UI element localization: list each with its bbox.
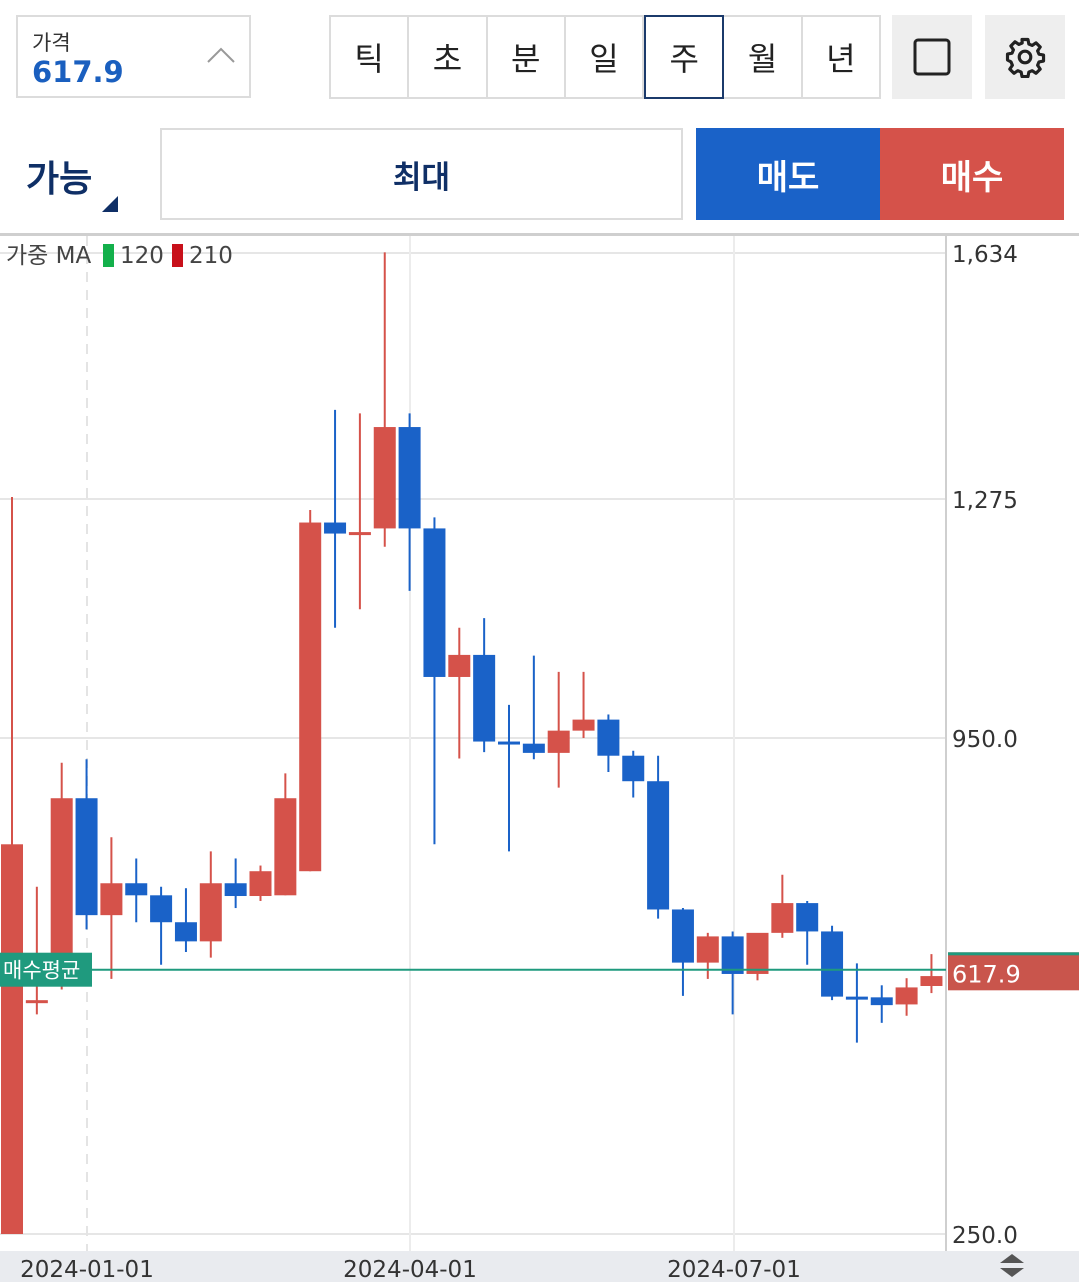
x-tick-label: 2024-04-01: [343, 1257, 477, 1282]
y-axis: 1,634 1,275 950.0 250.0: [952, 242, 1018, 1249]
price-value[interactable]: 617.9: [32, 55, 124, 89]
caret-down-right-icon: [102, 196, 118, 212]
period-minute[interactable]: 분: [488, 17, 566, 97]
candle-body: [174, 922, 197, 942]
indicator-legend: 가중 MA 120 210: [6, 243, 233, 269]
candle-body: [547, 730, 570, 753]
candle-series: [1, 252, 943, 1234]
candle-body: [75, 798, 98, 916]
period-second[interactable]: 초: [409, 17, 488, 97]
candle-body: [572, 719, 595, 731]
period-day[interactable]: 일: [566, 17, 645, 97]
current-price-tag-bg: [948, 952, 1079, 991]
candle-body: [423, 528, 446, 677]
candle-body: [373, 427, 396, 529]
period-year[interactable]: 년: [826, 40, 856, 78]
x-axis: 2024-01-01 2024-04-01 2024-07-01: [20, 1257, 801, 1282]
period-selector: 틱 초 분 일 주 월 년: [329, 15, 881, 99]
x-axis-band: [0, 1251, 1079, 1282]
candle-body: [199, 883, 222, 942]
available-dropdown[interactable]: 가능: [26, 159, 93, 200]
candle-body: [870, 997, 893, 1006]
price-label: 가격: [32, 31, 71, 55]
candle-body: [100, 883, 123, 916]
current-price-label: 617.9: [952, 960, 1021, 988]
candle-body: [522, 743, 545, 753]
candle-body: [821, 931, 844, 997]
settings-button[interactable]: [985, 15, 1065, 99]
candle-body: [771, 903, 794, 933]
candle-body: [845, 996, 868, 1000]
avg-price-tag: 매수평균: [0, 952, 92, 987]
avg-price-tag-bg: [0, 952, 92, 987]
buy-button[interactable]: 매수: [880, 128, 1064, 220]
candle-body: [895, 987, 918, 1005]
candle-body: [746, 932, 769, 974]
ma210-swatch: [172, 244, 183, 267]
sell-button[interactable]: 매도: [696, 128, 880, 220]
candle-body: [398, 427, 421, 529]
candle-body: [1, 844, 23, 1234]
price-input[interactable]: 가격 617.9: [16, 15, 251, 98]
y-tick-label: 950.0: [952, 727, 1018, 753]
period-month[interactable]: 월: [724, 17, 803, 97]
square-icon: [913, 38, 951, 76]
ma210-label: 210: [189, 243, 233, 269]
fullscreen-button[interactable]: [892, 15, 972, 99]
y-tick-label: 1,634: [952, 242, 1018, 268]
candlestick-chart[interactable]: 1,634 1,275 950.0 250.0 2024-01-01 2024-04-0…: [0, 233, 1079, 1282]
candle-body: [348, 532, 371, 536]
candle-body: [597, 719, 620, 756]
candle-body: [249, 871, 272, 897]
ma120-label: 120: [120, 243, 164, 269]
chart-top-border: [0, 233, 1079, 236]
period-week[interactable]: 주: [644, 15, 725, 99]
candle-body: [50, 798, 73, 972]
axis-resize-handle-icon[interactable]: [1000, 1254, 1024, 1277]
y-tick-label: 1,275: [952, 488, 1018, 514]
chevron-up-icon[interactable]: [206, 41, 236, 71]
gear-icon: [1005, 37, 1046, 78]
candle-body: [920, 976, 943, 986]
candle-body: [647, 781, 670, 910]
avg-price-tag-label: 매수평균: [3, 959, 80, 983]
candle-body: [274, 798, 297, 896]
candle-body: [224, 883, 247, 897]
candle-body: [696, 936, 719, 963]
candle-body: [671, 909, 694, 963]
x-tick-label: 2024-07-01: [667, 1257, 801, 1282]
current-price-tag: 617.9: [948, 952, 1079, 991]
candle-body: [622, 755, 645, 782]
candle-body: [448, 654, 471, 677]
candle-body: [25, 1000, 48, 1004]
candle-body: [299, 522, 322, 872]
indicator-name: 가중 MA: [6, 243, 91, 269]
max-quantity-button[interactable]: 최대: [160, 128, 683, 220]
candle-body: [125, 883, 148, 896]
ma120-swatch: [103, 244, 114, 267]
x-tick-label: 2024-01-01: [20, 1257, 154, 1282]
period-tick[interactable]: 틱: [331, 17, 410, 97]
y-tick-label: 250.0: [952, 1223, 1018, 1249]
candle-body: [150, 895, 173, 923]
candle-body: [721, 936, 744, 974]
current-price-tag-edge: [948, 952, 1079, 956]
chart-grid: [0, 236, 946, 1251]
candle-body: [324, 522, 347, 534]
candle-body: [796, 903, 819, 932]
candle-body: [473, 654, 496, 742]
candle-body: [498, 741, 520, 745]
